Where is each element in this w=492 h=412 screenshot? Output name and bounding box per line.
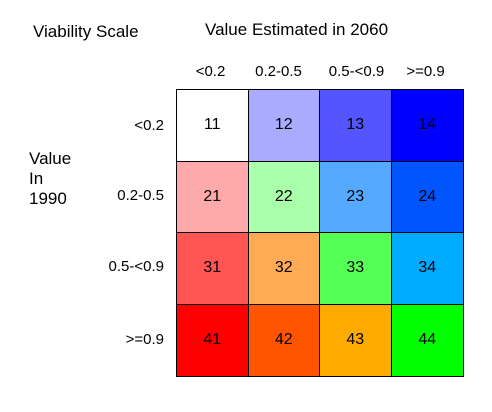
viability-grid: 11 12 13 14 21 22 23 24 31 32 33 34 41 42 43 44 <box>176 89 464 377</box>
grid-cell: 42 <box>248 304 320 376</box>
grid-cell: 41 <box>177 304 249 376</box>
grid-cell: 34 <box>391 233 463 305</box>
grid-cell: 24 <box>391 161 463 233</box>
grid-cell: 14 <box>391 90 463 162</box>
grid-cell: 13 <box>320 90 392 162</box>
column-header: 0.5-<0.9 <box>328 63 385 80</box>
row-header: >=0.9 <box>125 331 164 348</box>
grid-cell: 44 <box>391 304 463 376</box>
column-header: >=0.9 <box>406 63 445 80</box>
row-axis-label-line: 1990 <box>29 189 67 208</box>
grid-cell: 32 <box>248 233 320 305</box>
grid-cell: 22 <box>248 161 320 233</box>
chart-title: Viability Scale <box>33 22 139 41</box>
row-header: 0.2-0.5 <box>117 187 164 204</box>
grid-cell: 31 <box>177 233 249 305</box>
grid-cell: 43 <box>320 304 392 376</box>
column-header: <0.2 <box>195 63 226 80</box>
grid-cell: 11 <box>177 90 249 162</box>
grid-cell: 21 <box>177 161 249 233</box>
row-axis-label: Value In 1990 <box>29 149 71 209</box>
row-axis-label-line: Value <box>29 149 72 168</box>
column-header: 0.2-0.5 <box>255 63 302 80</box>
row-header: 0.5-<0.9 <box>108 258 164 275</box>
row-axis-label-line: In <box>29 169 44 188</box>
row-header: <0.2 <box>134 117 164 134</box>
grid-cell: 33 <box>320 233 392 305</box>
grid-cell: 23 <box>320 161 392 233</box>
column-axis-label: Value Estimated in 2060 <box>205 20 389 39</box>
grid-cell: 12 <box>248 90 320 162</box>
